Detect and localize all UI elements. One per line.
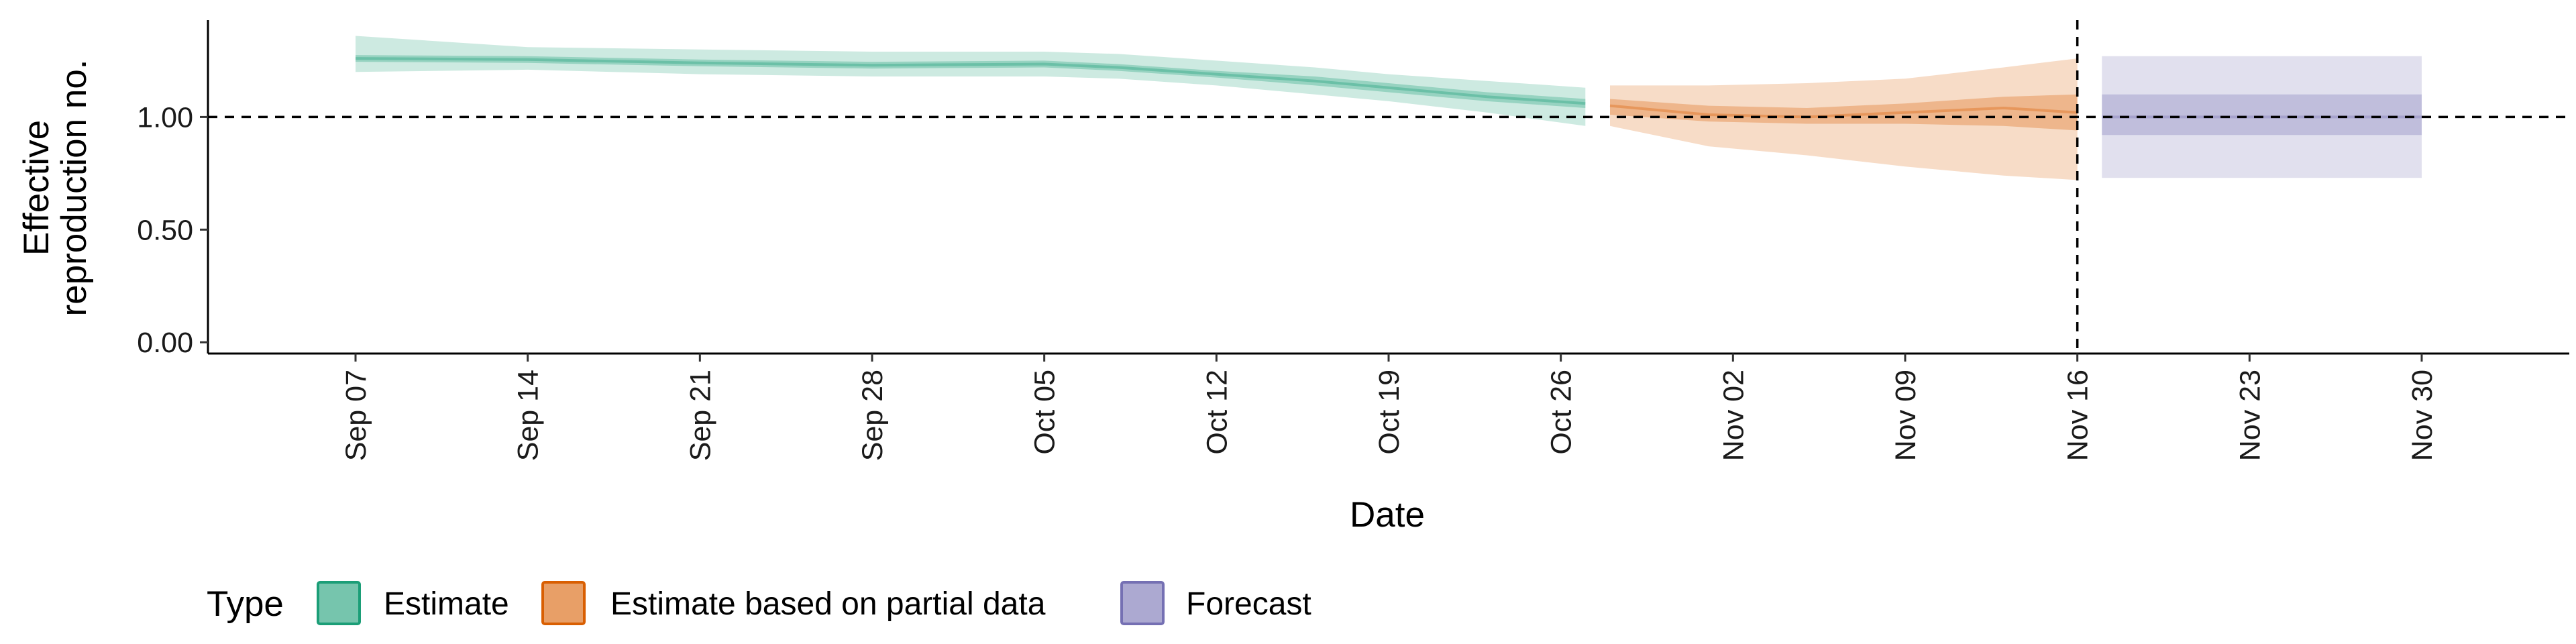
x-tick-label: Oct 12 bbox=[1201, 370, 1233, 455]
legend-key-estimate-based-on-partial-data bbox=[541, 581, 586, 625]
x-axis-title: Date bbox=[1350, 495, 1425, 535]
reference-lines bbox=[208, 20, 2569, 354]
x-tick-label: Sep 07 bbox=[340, 370, 372, 461]
legend-label-forecast: Forecast bbox=[1186, 586, 1311, 622]
y-axis-title-line1: Effective bbox=[17, 120, 56, 256]
legend: Type Estimate Estimate based on partial d… bbox=[207, 581, 1311, 625]
x-tick-label: Sep 28 bbox=[857, 370, 889, 461]
y-ticks: 0.00 0.50 1.00 bbox=[137, 101, 208, 359]
estimate-based-on-partial-data-band-50 bbox=[1610, 94, 2078, 131]
x-tick-label: Nov 02 bbox=[1717, 370, 1750, 461]
legend-label-estimate: Estimate bbox=[384, 586, 509, 622]
estimate-band-90 bbox=[356, 36, 1586, 126]
legend-label-estimate-based-on-partial-data: Estimate based on partial data bbox=[610, 586, 1046, 622]
x-tick-label: Oct 05 bbox=[1029, 370, 1061, 455]
estimate-band-50 bbox=[356, 55, 1586, 108]
forecast-band-50 bbox=[2102, 94, 2422, 136]
y-axis-title-line2: reproduction no. bbox=[54, 59, 94, 316]
estimate-based-on-partial-data-band-90 bbox=[1610, 58, 2078, 180]
x-tick-label: Sep 14 bbox=[513, 370, 545, 461]
series-estimate-based-on-partial-data bbox=[1609, 58, 2078, 180]
y-tick-label: 1.00 bbox=[137, 101, 193, 133]
series-estimate bbox=[355, 36, 1586, 126]
y-tick-label: 0.50 bbox=[137, 214, 193, 246]
estimate-median-line bbox=[355, 57, 1586, 105]
x-ticks: Sep 07 Sep 14 Sep 21 Sep 28 Oct 05 Oct 12 Oct … bbox=[340, 354, 2438, 461]
x-tick-label: Oct 26 bbox=[1546, 370, 1578, 455]
x-tick-label: Nov 16 bbox=[2062, 370, 2094, 461]
estimate-based-on-partial-data-median-line bbox=[1609, 104, 2078, 119]
x-tick-label: Nov 09 bbox=[1890, 370, 1922, 461]
legend-key-forecast bbox=[1120, 581, 1165, 625]
x-tick-label: Nov 30 bbox=[2406, 370, 2438, 461]
legend-key-estimate bbox=[317, 581, 361, 625]
legend-title: Type bbox=[207, 584, 284, 624]
x-tick-label: Oct 19 bbox=[1373, 370, 1405, 455]
x-tick-label: Sep 21 bbox=[684, 370, 716, 461]
x-tick-label: Nov 23 bbox=[2234, 370, 2266, 461]
series-bands bbox=[355, 36, 2422, 180]
y-tick-label: 0.00 bbox=[137, 327, 193, 359]
